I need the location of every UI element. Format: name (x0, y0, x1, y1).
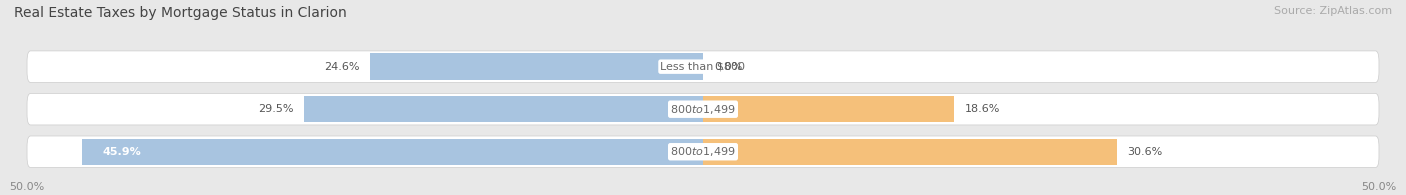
FancyBboxPatch shape (27, 93, 1379, 125)
Text: Real Estate Taxes by Mortgage Status in Clarion: Real Estate Taxes by Mortgage Status in … (14, 6, 347, 20)
Bar (703, 139, 1116, 165)
FancyBboxPatch shape (27, 51, 1379, 82)
FancyBboxPatch shape (27, 136, 1379, 168)
Text: $800 to $1,499: $800 to $1,499 (671, 103, 735, 116)
Text: 45.9%: 45.9% (103, 147, 142, 157)
Text: Less than $800: Less than $800 (661, 62, 745, 72)
Bar (83, 139, 703, 165)
Text: 18.6%: 18.6% (966, 104, 1001, 114)
Text: 30.6%: 30.6% (1128, 147, 1163, 157)
Bar (304, 96, 703, 122)
Text: 24.6%: 24.6% (325, 62, 360, 72)
Text: Source: ZipAtlas.com: Source: ZipAtlas.com (1274, 6, 1392, 16)
Text: 0.0%: 0.0% (714, 62, 742, 72)
Text: 29.5%: 29.5% (257, 104, 294, 114)
Bar (370, 53, 703, 80)
Text: $800 to $1,499: $800 to $1,499 (671, 145, 735, 158)
Bar (703, 96, 955, 122)
